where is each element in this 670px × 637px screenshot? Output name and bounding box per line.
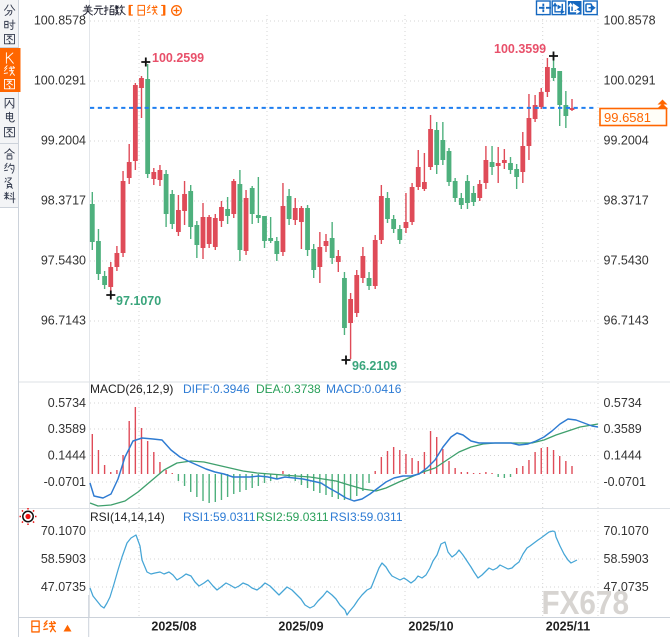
svg-text:-0.0701: -0.0701 [44,475,86,489]
svg-text:100.0291: 100.0291 [34,74,86,88]
svg-text:99.2004: 99.2004 [604,134,649,148]
svg-text:MACD(26,12,9): MACD(26,12,9) [90,382,173,396]
svg-text:58.5903: 58.5903 [604,552,649,566]
svg-text:DIFF:0.3946: DIFF:0.3946 [183,382,250,396]
svg-text:2025/10: 2025/10 [408,620,453,634]
svg-text:2025/09: 2025/09 [278,620,323,634]
svg-text:96.7143: 96.7143 [604,314,649,328]
svg-text:47.0735: 47.0735 [41,580,86,594]
svg-text:99.2004: 99.2004 [41,134,86,148]
svg-text:DEA:0.3738: DEA:0.3738 [256,382,321,396]
svg-text:97.5430: 97.5430 [604,254,649,268]
svg-text:FX678: FX678 [542,585,629,622]
svg-text:0.1444: 0.1444 [604,449,642,463]
svg-text:70.1070: 70.1070 [41,524,86,538]
svg-text:2025/08: 2025/08 [151,620,196,634]
svg-text:-0.0701: -0.0701 [604,475,646,489]
svg-text:70.1070: 70.1070 [604,524,649,538]
svg-text:2025/11: 2025/11 [546,620,591,634]
svg-text:97.5430: 97.5430 [41,254,86,268]
svg-text:58.5903: 58.5903 [41,552,86,566]
svg-text:RSI1:59.0311: RSI1:59.0311 [183,510,256,524]
svg-text:0.3589: 0.3589 [48,422,86,436]
svg-text:RSI2:59.0311: RSI2:59.0311 [256,510,329,524]
svg-text:99.6581: 99.6581 [604,110,651,125]
svg-text:RSI(14,14,14): RSI(14,14,14) [90,510,165,524]
svg-text:0.5734: 0.5734 [48,396,86,410]
svg-text:RSI3:59.0311: RSI3:59.0311 [330,510,403,524]
svg-text:100.3599: 100.3599 [494,42,546,56]
svg-text:47.0735: 47.0735 [604,580,649,594]
svg-text:98.3717: 98.3717 [41,194,86,208]
svg-text:100.8578: 100.8578 [604,14,656,28]
svg-text:0.5734: 0.5734 [604,396,642,410]
svg-text:97.1070: 97.1070 [116,294,161,308]
svg-text:0.3589: 0.3589 [604,422,642,436]
svg-text:100.8578: 100.8578 [34,14,86,28]
svg-text:MACD:0.0416: MACD:0.0416 [326,382,402,396]
svg-text:96.2109: 96.2109 [352,359,397,373]
svg-text:100.2599: 100.2599 [152,51,204,65]
svg-text:98.3717: 98.3717 [604,194,649,208]
svg-text:100.0291: 100.0291 [604,74,656,88]
svg-text:96.7143: 96.7143 [41,314,86,328]
svg-text:0.1444: 0.1444 [48,449,86,463]
